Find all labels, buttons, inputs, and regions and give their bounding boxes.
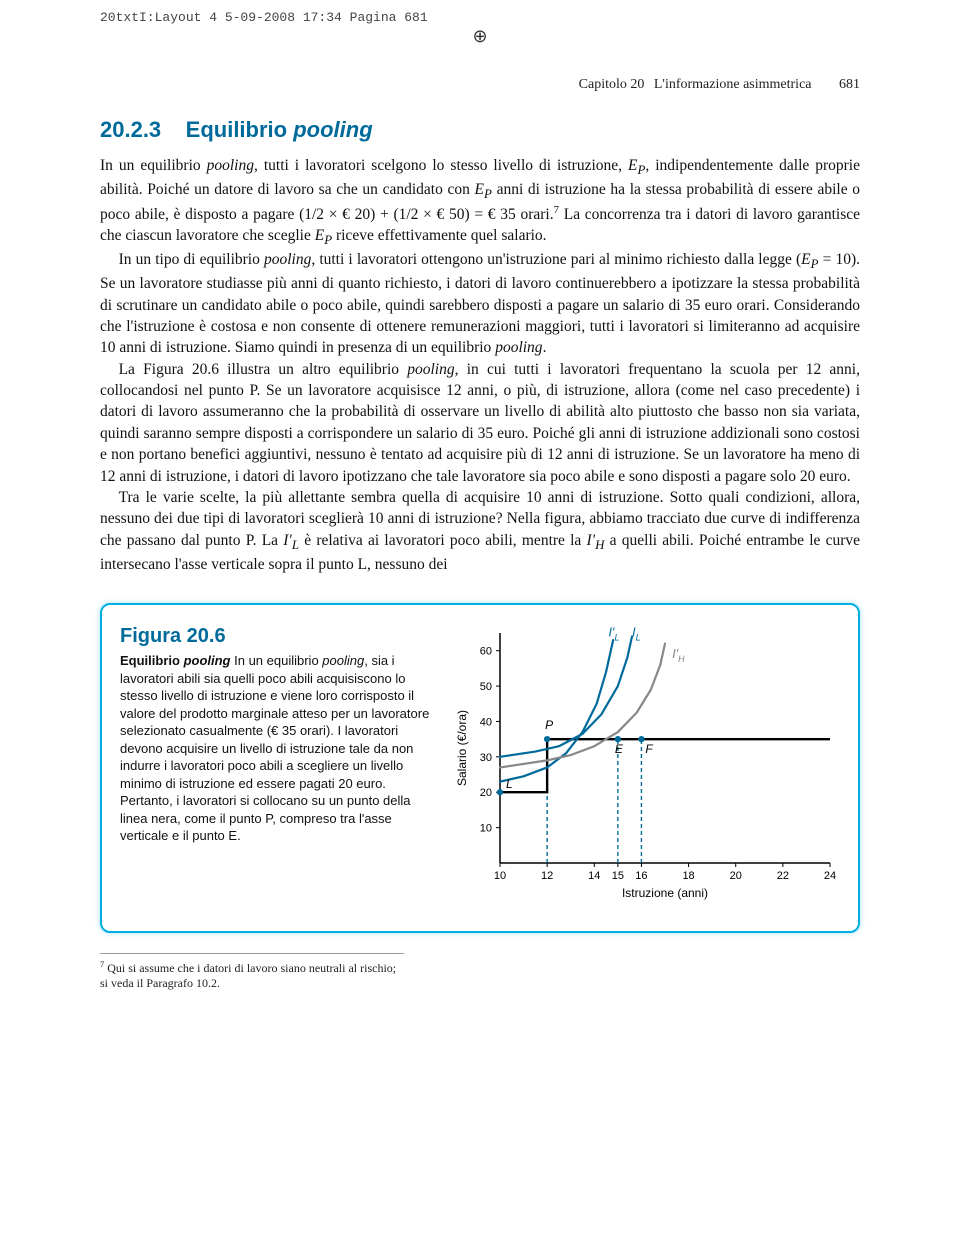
body-text: In un equilibrio pooling, tutti i lavora… — [100, 155, 860, 575]
figure-caption-body: In un equilibrio pooling, sia i lavorato… — [120, 653, 429, 843]
svg-text:Salario (€/ora): Salario (€/ora) — [455, 710, 469, 786]
svg-text:60: 60 — [480, 646, 492, 658]
figure-chart: 10 20 30 40 50 60 10 12 14 15 16 18 20 22 24 Istruzione… — [450, 623, 840, 913]
chart-svg: 10 20 30 40 50 60 10 12 14 15 16 18 20 22 24 Istruzione… — [450, 623, 840, 913]
svg-text:I′L: I′L — [608, 625, 619, 643]
chapter-title: L'informazione asimmetrica — [654, 77, 812, 92]
svg-text:20: 20 — [730, 870, 742, 882]
svg-text:50: 50 — [480, 681, 492, 693]
svg-text:12: 12 — [541, 870, 553, 882]
figure-box: Figura 20.6 Equilibrio pooling In un equ… — [100, 603, 860, 933]
svg-text:10: 10 — [494, 870, 506, 882]
figure-caption: Figura 20.6 Equilibrio pooling In un equ… — [120, 623, 430, 913]
body-paragraph: Tra le varie scelte, la più allettante s… — [100, 487, 860, 575]
svg-text:P: P — [545, 718, 553, 732]
crop-mark-top: ⊕ — [100, 31, 860, 41]
body-paragraph: La Figura 20.6 illustra un altro equilib… — [100, 359, 860, 487]
footnote-text: Qui si assume che i datori di lavoro sia… — [100, 961, 396, 990]
running-head: Capitolo 20 L'informazione asimmetrica 6… — [100, 77, 860, 93]
svg-text:L: L — [506, 777, 513, 791]
svg-text:40: 40 — [480, 716, 492, 728]
svg-text:24: 24 — [824, 870, 836, 882]
body-paragraph: In un equilibrio pooling, tutti i lavora… — [100, 155, 860, 249]
svg-text:F: F — [645, 742, 653, 756]
footnote: 7 Qui si assume che i datori di lavoro s… — [100, 953, 404, 991]
svg-text:30: 30 — [480, 752, 492, 764]
body-paragraph: In un tipo di equilibrio pooling, tutti … — [100, 249, 860, 358]
section-title-italic: pooling — [293, 117, 372, 142]
section-title-prefix: Equilibrio — [186, 117, 294, 142]
svg-text:15: 15 — [612, 870, 624, 882]
svg-text:18: 18 — [682, 870, 694, 882]
figure-caption-lead: Equilibrio pooling — [120, 653, 231, 668]
page-number: 681 — [839, 77, 860, 92]
section-heading: 20.2.3 Equilibrio pooling — [100, 117, 860, 143]
svg-text:E: E — [615, 742, 624, 756]
svg-text:14: 14 — [588, 870, 600, 882]
chapter-label: Capitolo 20 — [579, 77, 645, 92]
figure-label: Figura 20.6 — [120, 623, 430, 650]
svg-text:I′H: I′H — [672, 646, 685, 664]
svg-text:IL: IL — [632, 625, 641, 643]
section-number: 20.2.3 — [100, 117, 161, 142]
svg-text:10: 10 — [480, 823, 492, 835]
svg-text:16: 16 — [635, 870, 647, 882]
print-job-meta: 20txtI:Layout 4 5-09-2008 17:34 Pagina 6… — [100, 10, 860, 25]
svg-text:Istruzione (anni): Istruzione (anni) — [622, 886, 708, 900]
svg-text:22: 22 — [777, 870, 789, 882]
svg-text:20: 20 — [480, 787, 492, 799]
page: 20txtI:Layout 4 5-09-2008 17:34 Pagina 6… — [0, 0, 960, 1249]
